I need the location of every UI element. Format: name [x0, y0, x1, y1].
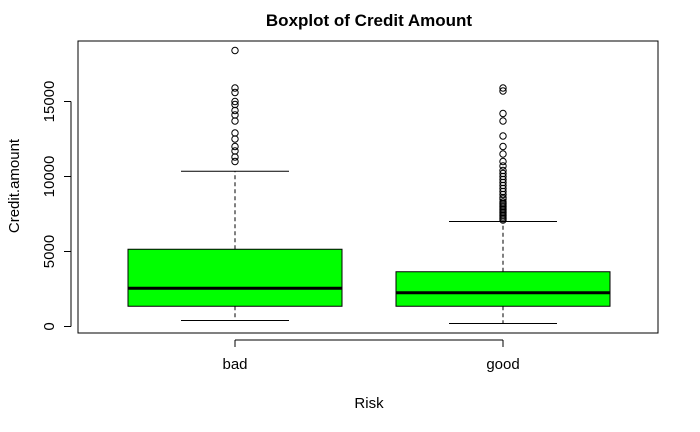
plot-frame: [77, 40, 659, 334]
outlier-point: [231, 84, 239, 92]
outlier-point: [499, 132, 507, 140]
outlier-point: [231, 97, 239, 106]
outlier-point: [231, 135, 239, 143]
box-iqr: [127, 248, 343, 307]
outlier-point: [231, 111, 239, 119]
outlier-point: [499, 117, 507, 125]
outlier-point: [231, 46, 239, 55]
outlier-point: [499, 142, 507, 151]
box-group-bad: [127, 46, 343, 321]
y-axis: 0 5000 10000 15000: [41, 81, 72, 331]
x-tick-label-bad: bad: [222, 356, 247, 373]
outlier-point: [231, 88, 239, 97]
outlier-point: [499, 109, 507, 118]
y-tick-label: 5000: [41, 235, 58, 268]
x-tick-label-good: good: [486, 356, 519, 373]
outlier-point: [499, 198, 507, 206]
outlier-point: [231, 100, 239, 109]
x-axis: bad good: [222, 339, 520, 373]
outlier-point: [231, 157, 239, 166]
y-tick-label: 10000: [41, 156, 58, 198]
outlier-point: [231, 117, 239, 125]
outlier-point: [231, 147, 239, 155]
y-axis-label: Credit.amount: [6, 138, 23, 233]
outlier-point: [499, 87, 507, 95]
outlier-point: [231, 153, 239, 161]
box-group-good: [395, 84, 611, 324]
outlier-point: [231, 142, 239, 151]
y-tick-label: 0: [41, 322, 58, 330]
outlier-point: [499, 162, 507, 170]
box-iqr: [395, 271, 611, 307]
outlier-point: [499, 166, 507, 175]
outlier-point: [499, 169, 507, 178]
outlier-point: [231, 106, 239, 115]
outlier-point: [499, 84, 507, 92]
x-axis-label: Risk: [354, 395, 384, 412]
outlier-point: [499, 150, 507, 158]
boxes: [127, 46, 611, 324]
outlier-point: [231, 129, 239, 137]
outlier-point: [499, 157, 507, 166]
chart-title: Boxplot of Credit Amount: [266, 11, 473, 30]
y-tick-label: 15000: [41, 81, 58, 123]
